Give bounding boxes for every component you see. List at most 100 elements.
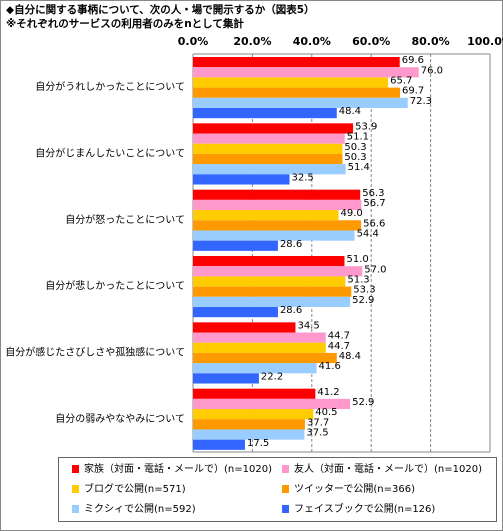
legend-swatch: [72, 485, 79, 493]
bar: [193, 77, 389, 88]
bar: [193, 266, 363, 277]
bar: [193, 429, 305, 440]
y-tick-label: 自分が悲しかったことについて: [45, 279, 185, 292]
value-label: 69.6: [402, 55, 424, 66]
value-label: 41.2: [317, 387, 339, 398]
value-label: 51.1: [347, 132, 369, 143]
bar: [193, 174, 290, 185]
value-label: 65.7: [390, 76, 412, 87]
x-tick-label: 0.0%: [178, 35, 209, 48]
value-label: 56.6: [363, 218, 385, 229]
bar: [193, 363, 317, 374]
value-label: 53.3: [353, 285, 375, 296]
value-label: 28.6: [280, 239, 302, 250]
bar: [193, 373, 259, 384]
bar: [193, 322, 296, 333]
legend-label: ブログで公開(n=571): [84, 482, 186, 495]
legend-swatch: [282, 465, 289, 473]
bar: [193, 97, 408, 108]
legend-swatch: [72, 505, 79, 513]
bar: [193, 57, 400, 68]
legend-box: [58, 457, 497, 522]
bar: [193, 409, 314, 420]
value-label: 51.4: [348, 162, 370, 173]
bar: [193, 388, 316, 399]
value-label: 40.5: [315, 407, 337, 418]
bar: [193, 143, 343, 154]
value-label: 48.4: [339, 351, 361, 362]
legend-swatch: [282, 505, 289, 513]
bar: [193, 256, 345, 267]
legend-label: ミクシィで公開(n=592): [84, 503, 196, 515]
bar: [193, 286, 352, 297]
chart-title: ◆自分に関する事柄について、次の人・場で開示するか（図表5）: [6, 3, 315, 16]
value-label: 72.3: [410, 96, 432, 107]
bar: [193, 230, 355, 241]
value-label: 49.0: [341, 208, 363, 219]
value-label: 53.9: [355, 121, 377, 132]
value-label: 37.7: [307, 417, 329, 428]
x-tick-label: 60.0%: [352, 35, 390, 48]
y-tick-label: 自分がじまんしたいことについて: [35, 147, 185, 160]
value-label: 41.6: [319, 361, 341, 372]
bar: [193, 220, 362, 231]
chart-subtitle: ※それぞれのサービスの利用者のみをnとして集計: [6, 17, 244, 30]
bar: [193, 133, 345, 144]
bar: [193, 108, 337, 119]
value-label: 69.7: [402, 86, 424, 97]
bar: [193, 276, 346, 287]
x-tick-label: 100.0%: [467, 35, 503, 48]
bar: [193, 419, 305, 430]
value-label: 52.9: [352, 397, 374, 408]
bar: [193, 199, 362, 211]
bar: [193, 439, 245, 450]
value-label: 56.7: [363, 198, 385, 209]
value-label: 37.5: [306, 428, 328, 439]
bar: [193, 398, 351, 410]
value-label: 32.5: [292, 172, 314, 183]
legend-label: フェイスブックで公開(n=126): [294, 502, 435, 515]
legend-label: ツイッターで公開(n=366): [294, 483, 415, 495]
y-tick-label: 自分が怒ったことについて: [65, 213, 185, 226]
y-tick-label: 自分の弱みやなやみについて: [55, 412, 185, 425]
y-tick-label: 自分が感じたさびしさや孤独感について: [5, 346, 185, 359]
x-tick-label: 40.0%: [293, 35, 331, 48]
bar: [193, 164, 346, 175]
value-label: 51.3: [347, 275, 369, 286]
bar: [193, 87, 401, 98]
value-label: 34.5: [297, 320, 319, 331]
y-tick-label: 自分がうれしかったことについて: [35, 80, 185, 93]
value-label: 28.6: [280, 305, 302, 316]
value-label: 51.0: [346, 254, 368, 265]
bar: [193, 67, 419, 78]
value-label: 17.5: [247, 438, 269, 449]
bar: [193, 210, 339, 221]
bar: [193, 189, 361, 200]
legend-swatch: [282, 485, 289, 493]
bar: [193, 123, 354, 134]
value-label: 50.3: [344, 152, 366, 163]
legend-swatch: [72, 465, 79, 473]
value-label: 48.4: [339, 106, 361, 117]
value-label: 76.0: [421, 65, 443, 76]
value-label: 56.3: [362, 188, 384, 199]
x-tick-label: 20.0%: [233, 35, 271, 48]
bar: [193, 153, 343, 165]
legend-label: 家族（対面・電話・メールで）(n=1020): [84, 462, 272, 475]
value-label: 44.7: [328, 331, 350, 342]
value-label: 52.9: [352, 295, 374, 306]
value-label: 44.7: [328, 341, 350, 352]
bar: [193, 342, 326, 353]
bar: [193, 296, 351, 307]
x-tick-label: 80.0%: [412, 35, 450, 48]
bar: [193, 352, 337, 364]
value-label: 54.4: [357, 229, 379, 240]
legend-label: 友人（対面・電話・メールで）(n=1020): [294, 462, 482, 475]
value-label: 50.3: [344, 142, 366, 153]
bar: [193, 307, 278, 318]
bar: [193, 240, 278, 251]
value-label: 22.2: [261, 371, 283, 382]
bar: [193, 332, 326, 343]
value-label: 57.0: [364, 264, 386, 275]
